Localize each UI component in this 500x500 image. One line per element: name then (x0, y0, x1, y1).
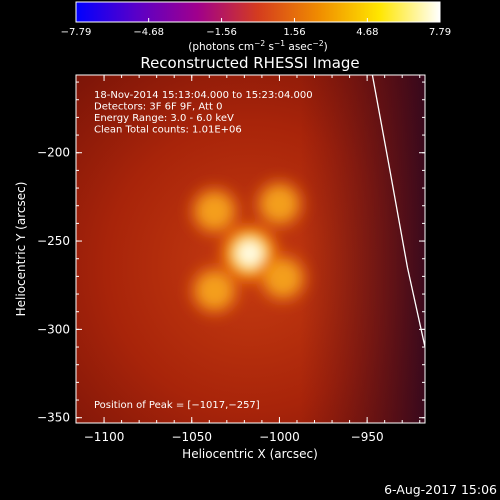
y-tick-label: −250 (37, 234, 70, 248)
y-axis-label: Heliocentric Y (arcsec) (14, 182, 28, 317)
y-tick-label: −350 (37, 411, 70, 425)
solar-limb-curve (371, 75, 425, 348)
x-axis-label: Heliocentric X (arcsec) (182, 447, 318, 461)
emission-source (252, 177, 307, 231)
colorbar-unit-label: (photons cm−2 s−1 asec−2) (188, 39, 327, 53)
colorbar-tick-label: −7.79 (61, 27, 92, 38)
annotation-line: Detectors: 3F 6F 9F, Att 0 (94, 102, 222, 113)
image-map (76, 75, 425, 423)
y-axis: −200 −250 −300 −350 (37, 81, 425, 425)
plot-frame (75, 74, 426, 424)
annotation-line: Clean Total counts: 1.01E+06 (94, 125, 242, 136)
y-tick-label: −300 (37, 322, 70, 336)
source-peak (236, 240, 263, 267)
emission-source (187, 263, 242, 318)
colorbar-tick-label: −1.56 (206, 27, 237, 38)
emission-source (256, 251, 310, 305)
colorbar-tick-label: 7.79 (429, 27, 451, 38)
colorbar-tick-label: 4.68 (356, 27, 378, 38)
peak-position-label: Position of Peak = [−1017,−257] (94, 400, 260, 411)
x-tick-label: −1000 (259, 430, 300, 444)
footer-date: 6-Aug-2017 15:06 (384, 482, 497, 497)
colorbar-ticks: −7.79 −4.68 −1.56 1.56 4.68 7.79 (61, 18, 451, 38)
annotation-line: 18-Nov-2014 15:13:04.000 to 15:23:04.000 (94, 90, 313, 101)
y-tick-label: −200 (37, 146, 70, 160)
annotations: 18-Nov-2014 15:13:04.000 to 15:23:04.000… (94, 90, 313, 136)
source-core (261, 186, 297, 222)
colorbar-tick-label: 1.56 (283, 27, 305, 38)
x-tick-label: −950 (351, 430, 384, 444)
annotation-line: Energy Range: 3.0 - 6.0 keV (94, 113, 234, 124)
source-core (197, 272, 233, 309)
x-tick-label: −1100 (84, 430, 125, 444)
emission-sources (187, 177, 310, 318)
source-core (197, 193, 233, 229)
emission-source (187, 184, 242, 238)
colorbar-tick-label: −4.68 (133, 27, 164, 38)
x-tick-label: −1050 (171, 430, 212, 444)
chart-title: Reconstructed RHESSI Image (140, 54, 359, 72)
source-core (265, 260, 301, 296)
offdisk-region (300, 75, 425, 423)
x-axis: −1100 −1050 −1000 −950 (84, 75, 421, 444)
colorbar (75, 1, 441, 23)
